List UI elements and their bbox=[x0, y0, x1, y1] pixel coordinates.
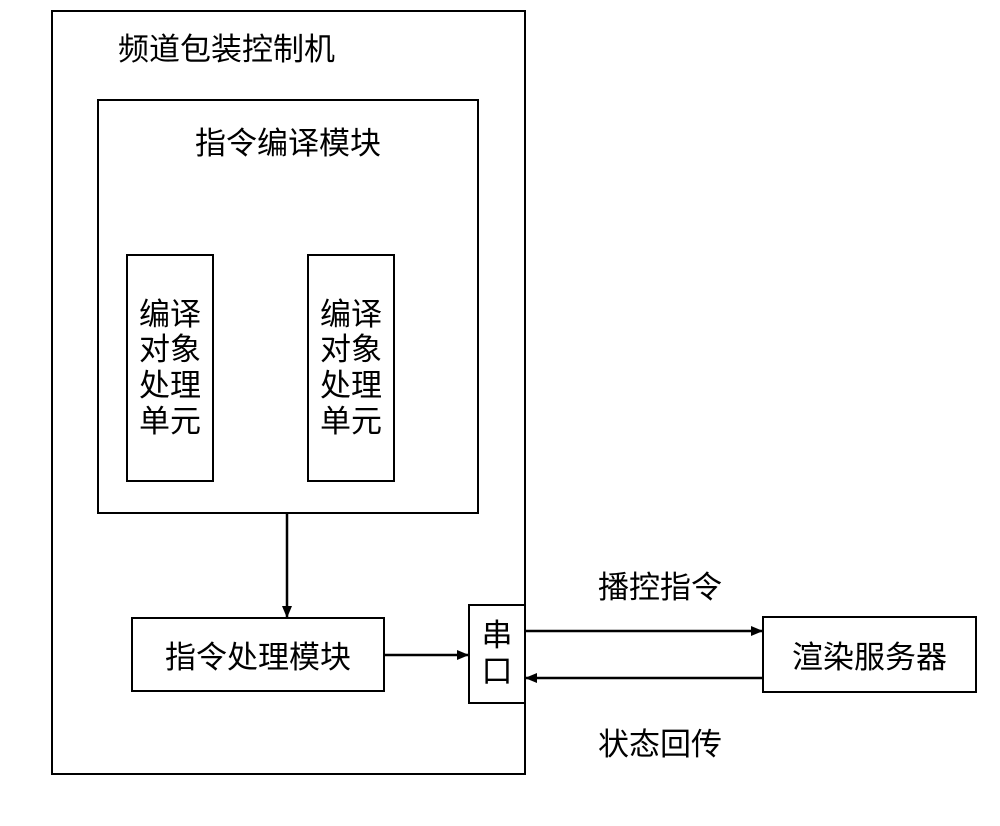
render-server-box: 渲染服务器 bbox=[762, 616, 977, 693]
vertical-text-row: 处理 bbox=[320, 368, 382, 404]
vertical-text-row: 单元 bbox=[139, 404, 201, 440]
vertical-text-row: 串 bbox=[482, 618, 513, 654]
diagram-canvas: 频道包装控制机 指令编译模块 编译对象处理单元 编译对象处理单元 指令处理模块 … bbox=[0, 0, 1000, 826]
compile-module-title: 指令编译模块 bbox=[195, 118, 381, 163]
vertical-text-row: 口 bbox=[482, 654, 513, 690]
vertical-text-row: 对象 bbox=[320, 332, 382, 368]
vertical-text-row: 单元 bbox=[320, 404, 382, 440]
process-module-box: 指令处理模块 bbox=[131, 617, 385, 692]
edge-label-broadcast: 播控指令 bbox=[598, 562, 722, 607]
controller-title: 频道包装控制机 bbox=[118, 24, 335, 69]
vertical-text-row: 处理 bbox=[139, 368, 201, 404]
serial-port-box: 串口 bbox=[468, 604, 526, 704]
vertical-text-row: 对象 bbox=[139, 332, 201, 368]
vertical-text-row: 编译 bbox=[139, 297, 201, 333]
edge-label-status: 状态回传 bbox=[598, 719, 722, 764]
process-module-label: 指令处理模块 bbox=[165, 632, 351, 677]
vertical-text-row: 编译 bbox=[320, 297, 382, 333]
compile-unit-1-box: 编译对象处理单元 bbox=[126, 254, 214, 482]
render-server-label: 渲染服务器 bbox=[792, 632, 947, 677]
compile-unit-2-box: 编译对象处理单元 bbox=[307, 254, 395, 482]
